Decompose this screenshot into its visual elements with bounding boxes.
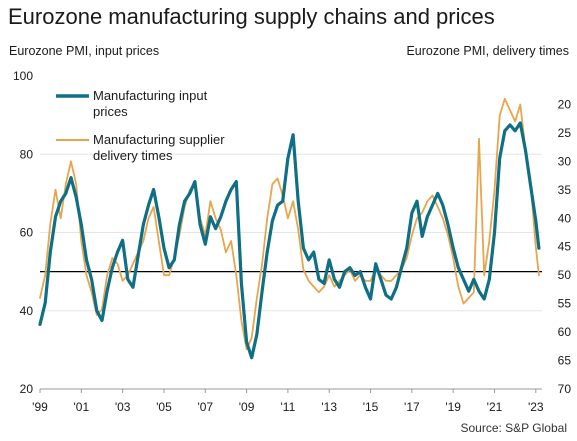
x-tick-label: '01: [73, 400, 89, 414]
legend-label: Manufacturing input prices: [93, 88, 208, 119]
left-tick-label: 80: [20, 147, 34, 161]
right-tick-label: 65: [558, 354, 572, 368]
x-tick-label: '23: [528, 400, 544, 414]
x-tick-label: '99: [32, 400, 48, 414]
right-tick-label: 40: [558, 211, 572, 225]
x-tick-label: '13: [321, 400, 337, 414]
right-axis-label: Eurozone PMI, delivery times: [406, 44, 569, 58]
right-tick-label: 70: [558, 382, 572, 396]
x-tick-label: '03: [115, 400, 131, 414]
left-tick-label: 20: [20, 382, 34, 396]
right-tick-label: 35: [558, 183, 572, 197]
x-tick-label: '11: [281, 400, 296, 414]
left-tick-label: 100: [13, 69, 33, 83]
gridlines: [40, 153, 542, 312]
left-tick-label: 40: [20, 304, 34, 318]
left-tick-label: 60: [20, 226, 34, 240]
right-tick-label: 25: [558, 126, 572, 140]
right-tick-label: 30: [558, 154, 572, 168]
series-line-delivery-times: [39, 97, 540, 351]
legend-label: Manufacturing supplier delivery times: [93, 132, 225, 163]
axes: 20 40 60 80 100 20 25 30 35 40 45 50 55 60 65 70 '99 '01 '…: [13, 69, 571, 414]
right-tick-label: 20: [558, 97, 572, 111]
x-tick-label: '17: [404, 400, 420, 414]
right-tick-label: 45: [558, 240, 572, 254]
legend: Manufacturing input prices Manufacturing s…: [56, 88, 225, 163]
x-tick-label: '05: [156, 400, 172, 414]
x-tick-label: '21: [487, 400, 503, 414]
chart-title: Eurozone manufacturing supply chains and…: [8, 4, 495, 29]
x-tick-label: '07: [197, 400, 213, 414]
source-note: Source: S&P Global: [460, 421, 567, 435]
right-tick-label: 50: [558, 268, 572, 282]
series-lines: [38, 97, 541, 360]
x-tick-label: '15: [363, 400, 379, 414]
x-tick-label: '19: [445, 400, 461, 414]
right-tick-label: 55: [558, 297, 572, 311]
x-tick-label: '09: [239, 400, 255, 414]
left-axis-label: Eurozone PMI, input prices: [9, 44, 160, 58]
right-tick-label: 60: [558, 325, 572, 339]
series-line-input-prices: [38, 121, 541, 360]
